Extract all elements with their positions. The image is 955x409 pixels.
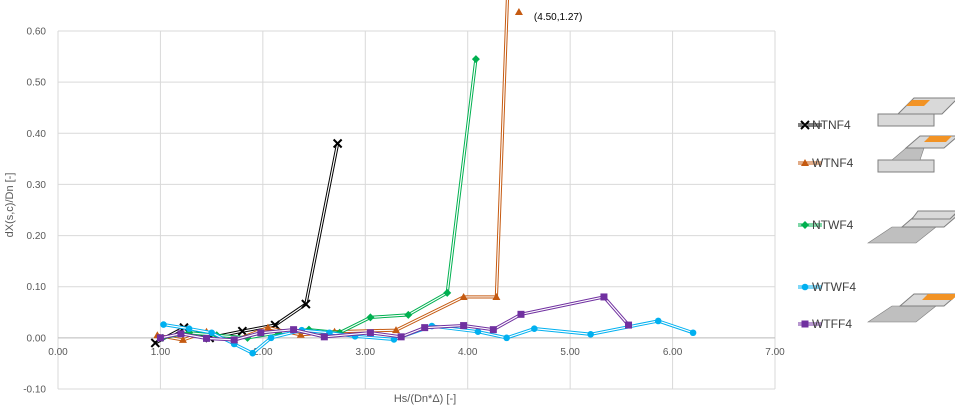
y-tick-label: 0.60 — [27, 27, 47, 38]
data-point-wtff4 — [203, 334, 211, 342]
data-point-ntwf4 — [404, 310, 413, 319]
series-line-wtnf4-outline — [157, 0, 509, 343]
legend-item-wtff4: WTFF4 — [798, 317, 852, 331]
x-tick-label: 7.00 — [765, 347, 785, 358]
series-ntwf4 — [158, 55, 480, 342]
data-point-wtff4 — [517, 310, 525, 318]
data-point-wtwf4 — [654, 317, 662, 325]
x-tick-label: 2.00 — [253, 347, 273, 358]
legend-label-wtwf4: WTWF4 — [812, 280, 856, 294]
y-axis-title: dX(s,c)/Dn [-] — [4, 173, 16, 238]
y-tick-label: 0.20 — [27, 231, 47, 242]
data-point-wtwf4 — [587, 330, 594, 338]
off-scale-point-marker — [514, 8, 523, 15]
data-point-wtff4 — [230, 336, 238, 344]
data-point-wtnf4 — [178, 335, 187, 343]
data-point-wtwf4 — [185, 325, 193, 332]
schematic-icon-wtnf4 — [877, 135, 955, 173]
legend-item-wtwf4: WTWF4 — [798, 280, 856, 294]
legend-item-ntwf4: NTWF4 — [798, 218, 854, 232]
data-point-wtwf4 — [530, 325, 538, 332]
y-tick-labels: -0.10 0.00 0.10 0.20 0.30 0.40 0.50 0.60 — [23, 27, 46, 396]
legend-label-wtnf4: WTNF4 — [812, 156, 854, 170]
schematic-icon-wtff4 — [867, 293, 955, 323]
data-point-wtff4 — [600, 293, 608, 301]
series-wtnf4 — [153, 0, 509, 344]
x-tick-label: 1.00 — [151, 347, 171, 358]
x-tick-label: 5.00 — [560, 347, 580, 358]
series-layer — [150, 0, 697, 357]
data-point-wtff4 — [421, 324, 429, 332]
series-line-ntwf4-outline — [162, 58, 478, 340]
data-point-wtff4 — [625, 321, 633, 329]
data-point-wtwf4 — [249, 349, 256, 357]
data-point-wtff4 — [257, 329, 265, 337]
data-point-wtwf4 — [267, 334, 275, 342]
annotations: (4.50,1.27) — [514, 8, 582, 23]
data-point-wtwf4 — [689, 329, 697, 337]
data-point-wtnf4 — [392, 326, 401, 334]
legend-marker-ntnf4 — [800, 120, 810, 130]
data-point-ntnf4 — [332, 138, 343, 149]
legend: NTNF4 WTNF4 NTWF4 WTWF4 WTFF4 — [798, 118, 856, 331]
y-tick-label: 0.10 — [27, 282, 47, 293]
data-point-ntwf4 — [443, 288, 452, 297]
legend-label-wtff4: WTFF4 — [812, 317, 852, 331]
data-point-wtff4 — [366, 329, 374, 337]
x-axis-title: Hs/(Dn*Δ) [-] — [394, 393, 456, 405]
off-scale-point-label: (4.50,1.27) — [534, 12, 582, 23]
data-point-wtwf4 — [390, 336, 398, 343]
series-line-ntnf4-outline — [154, 143, 340, 345]
x-tick-label: 6.00 — [663, 347, 683, 358]
schematic-icon-ntwf4 — [867, 210, 955, 244]
legend-marker-ntwf4 — [801, 221, 809, 229]
y-tick-label: -0.10 — [23, 385, 46, 396]
legend-marker-wtnf4 — [801, 159, 809, 166]
data-point-wtff4 — [156, 334, 164, 342]
data-point-wtnf4 — [263, 323, 272, 331]
y-tick-label: 0.30 — [27, 180, 47, 191]
data-point-wtff4 — [489, 326, 497, 334]
schematic-icon-ntnf4 — [877, 97, 955, 127]
x-tick-labels: 0.00 1.00 2.00 3.00 4.00 5.00 6.00 7.00 — [48, 347, 785, 358]
x-tick-label: 0.00 — [48, 347, 68, 358]
y-tick-label: 0.40 — [27, 129, 47, 140]
data-point-wtnf4 — [492, 292, 501, 300]
y-tick-label: 0.00 — [27, 333, 47, 344]
data-point-ntwf4 — [471, 55, 480, 64]
data-point-wtff4 — [397, 333, 405, 341]
x-tick-label: 3.00 — [356, 347, 376, 358]
series-ntnf4 — [150, 138, 343, 348]
data-point-wtwf4 — [160, 321, 167, 328]
x-tick-label: 4.00 — [458, 347, 478, 358]
data-point-wtwf4 — [503, 334, 510, 342]
data-point-wtff4 — [320, 333, 328, 341]
data-point-wtnf4 — [296, 330, 305, 338]
data-point-wtwf4 — [474, 328, 482, 336]
data-point-wtff4 — [460, 322, 468, 330]
legend-item-wtnf4: WTNF4 — [798, 156, 854, 170]
y-tick-label: 0.50 — [27, 78, 47, 89]
legend-marker-wtff4 — [801, 320, 809, 328]
series-wtff4 — [156, 293, 633, 344]
series-line-ntnf4 — [155, 143, 339, 344]
data-point-ntnf4 — [237, 326, 248, 336]
series-line-wtnf4 — [157, 0, 508, 342]
data-point-wtnf4 — [459, 292, 468, 300]
data-point-wtff4 — [177, 330, 185, 338]
series-line-ntwf4 — [162, 59, 477, 339]
legend-marker-wtwf4 — [801, 283, 809, 291]
legend-item-ntnf4: NTNF4 — [798, 118, 851, 132]
legend-label-ntwf4: NTWF4 — [812, 218, 854, 232]
data-point-wtwf4 — [208, 329, 215, 337]
data-point-ntwf4 — [366, 313, 375, 322]
data-point-wtff4 — [290, 326, 298, 334]
legend-label-ntnf4: NTNF4 — [812, 118, 851, 132]
data-point-ntnf4 — [301, 299, 311, 309]
